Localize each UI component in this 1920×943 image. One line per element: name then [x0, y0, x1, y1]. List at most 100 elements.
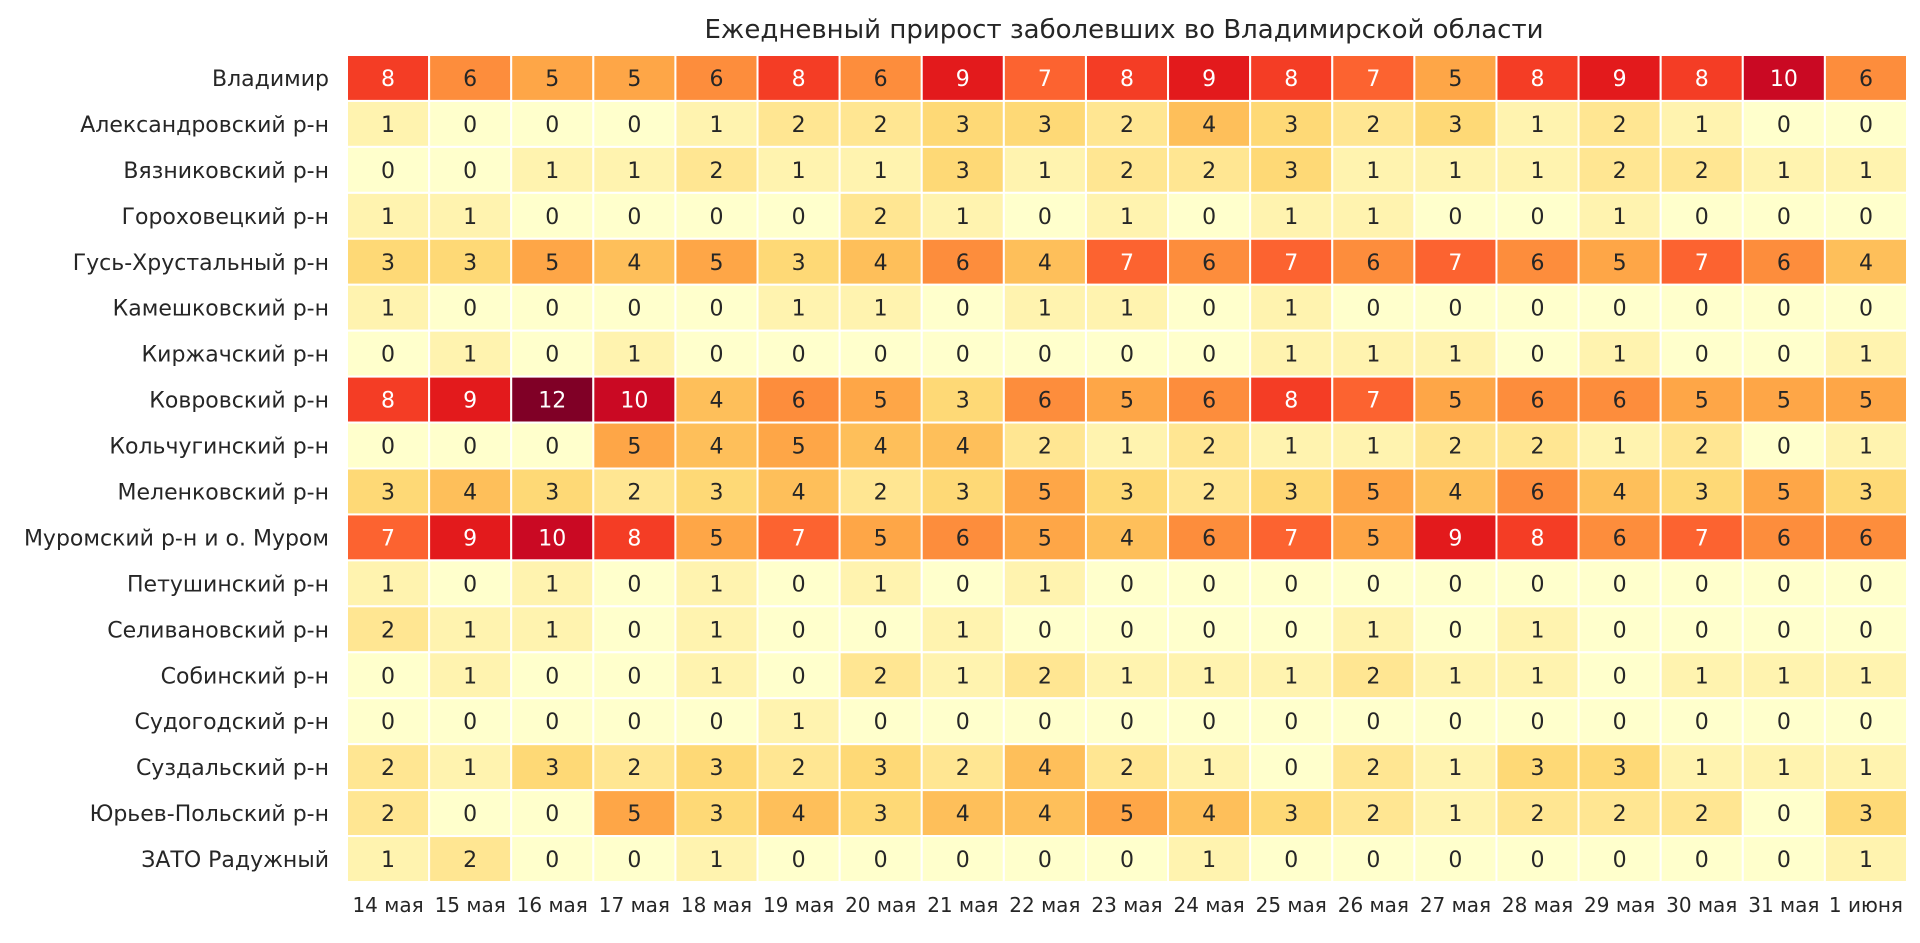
cell-value-label: 1: [463, 756, 477, 781]
cell-value-label: 0: [1448, 297, 1462, 322]
heatmap-cell: [1741, 743, 1826, 792]
cell-value-label: 8: [381, 389, 395, 414]
cell-value-label: 0: [1777, 113, 1791, 138]
cell-value-label: 0: [627, 205, 641, 230]
cell-value-label: 3: [1859, 480, 1873, 505]
cell-value-label: 5: [1613, 251, 1627, 276]
cell-value-label: 8: [1531, 526, 1545, 551]
heatmap-cell: [1577, 191, 1662, 240]
cell-value-label: 0: [1695, 710, 1709, 735]
cell-value-label: 0: [792, 343, 806, 368]
heatmap-cell: [1002, 559, 1087, 608]
heatmap-cell: [1084, 421, 1170, 470]
column-labels: 14 мая 15 мая 16 мая 17 мая 18 мая 19 мая 20 м…: [352, 893, 1903, 917]
cell-value-label: 0: [545, 848, 559, 873]
cell-value-label: 1: [1448, 664, 1462, 689]
heatmap-cell: [1659, 99, 1744, 148]
row-label: Гусь-Хрустальный р-н: [73, 251, 329, 276]
cell-value-label: 0: [874, 848, 888, 873]
heatmap-cell: [1002, 835, 1087, 883]
cell-value-label: 0: [1202, 343, 1216, 368]
cell-value-label: 9: [1202, 67, 1216, 92]
cell-value-label: 2: [627, 756, 641, 781]
cell-value-label: 7: [1695, 251, 1709, 276]
heatmap-cell: [592, 651, 677, 700]
heatmap-cell: [756, 789, 841, 838]
cell-value-label: 1: [709, 618, 723, 643]
heatmap-cell: [1823, 789, 1909, 838]
heatmap-cell: [1249, 329, 1334, 378]
cell-value-label: 1: [381, 113, 395, 138]
cell-value-label: 4: [874, 251, 888, 276]
heatmap-cell: [1084, 145, 1170, 194]
heatmap-cell: [1659, 329, 1744, 378]
cell-value-label: 4: [956, 435, 970, 460]
cell-value-label: 1: [1531, 618, 1545, 643]
heatmap-cell: [1659, 375, 1744, 424]
heatmap-cell: [1167, 191, 1252, 240]
cell-value-label: 1: [1859, 159, 1873, 184]
row-label: Камешковский р-н: [113, 297, 329, 322]
cell-value-label: 0: [1859, 710, 1873, 735]
heatmap-cell: [1823, 559, 1909, 608]
cell-value-label: 1: [792, 297, 806, 322]
cell-value-label: 0: [1531, 572, 1545, 597]
row-label: Киржачский р-н: [142, 343, 329, 368]
heatmap-cell: [756, 54, 841, 102]
heatmap-cell: [1577, 375, 1662, 424]
cell-value-label: 2: [956, 756, 970, 781]
cell-value-label: 0: [545, 297, 559, 322]
cell-value-label: 0: [1366, 848, 1380, 873]
heatmap-cell: [1084, 467, 1170, 516]
cell-value-label: 1: [381, 297, 395, 322]
row-label: Меленковский р-н: [118, 480, 329, 505]
heatmap-cell: [1823, 54, 1909, 102]
cell-value-label: 2: [792, 756, 806, 781]
cell-value-label: 0: [545, 435, 559, 460]
cell-value-label: 5: [545, 67, 559, 92]
cell-value-label: 0: [1777, 205, 1791, 230]
heatmap-cell: [920, 605, 1005, 654]
cell-value-label: 2: [1038, 664, 1052, 689]
cell-value-label: 6: [956, 251, 970, 276]
heatmap-cell: [428, 467, 513, 516]
heatmap-cell: [1331, 329, 1416, 378]
cell-value-label: 6: [1531, 251, 1545, 276]
cell-value-label: 1: [463, 205, 477, 230]
cell-value-label: 2: [1366, 756, 1380, 781]
heatmap-cell: [1495, 329, 1580, 378]
heatmap-cell: [1823, 237, 1909, 286]
cell-value-label: 0: [463, 113, 477, 138]
cell-value-label: 7: [381, 526, 395, 551]
column-label: 16 мая: [517, 893, 588, 917]
heatmap-cell: [838, 559, 923, 608]
cell-value-label: 0: [709, 205, 723, 230]
cell-value-label: 0: [874, 710, 888, 735]
row-label: Селивановский р-н: [107, 618, 329, 643]
cell-value-label: 1: [709, 848, 723, 873]
cell-value-label: 1: [1366, 618, 1380, 643]
cell-value-label: 5: [1777, 389, 1791, 414]
heatmap-cell: [1413, 651, 1498, 700]
cell-value-label: 0: [463, 435, 477, 460]
heatmap-cell: [428, 191, 513, 240]
cell-value-label: 0: [545, 802, 559, 827]
cell-value-label: 2: [1531, 802, 1545, 827]
heatmap-cell: [1002, 237, 1087, 286]
cell-value-label: 6: [1202, 526, 1216, 551]
heatmap-cell: [1741, 559, 1826, 608]
cell-value-label: 7: [792, 526, 806, 551]
cell-value-label: 1: [627, 343, 641, 368]
heatmap-cell: [510, 283, 595, 332]
cell-value-label: 0: [1120, 618, 1134, 643]
heatmap-cell: [1331, 559, 1416, 608]
heatmap-cell: [838, 329, 923, 378]
cell-value-label: 2: [1202, 159, 1216, 184]
cell-value-label: 3: [1038, 113, 1052, 138]
cell-value-label: 0: [709, 343, 723, 368]
cell-value-label: 4: [463, 480, 477, 505]
cell-value-label: 5: [874, 389, 888, 414]
cell-value-label: 0: [627, 113, 641, 138]
cell-value-label: 1: [1859, 848, 1873, 873]
heatmap-cell: [838, 191, 923, 240]
